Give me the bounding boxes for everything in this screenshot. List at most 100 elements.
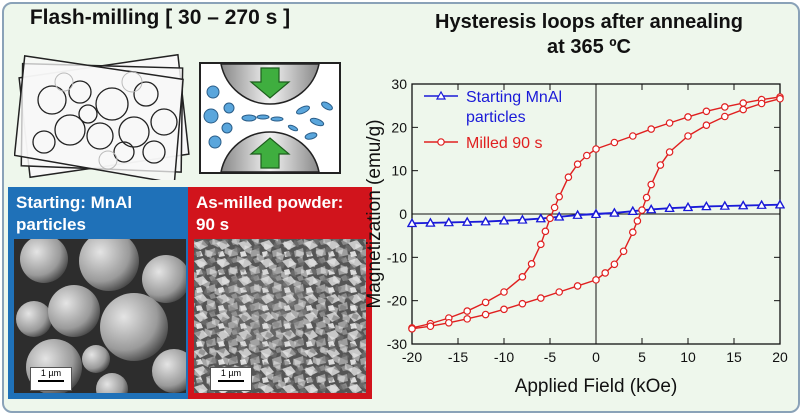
data-point [610,138,619,147]
data-point [702,121,711,129]
data-point [684,132,692,140]
data-point [609,207,620,217]
y-tick-label: -30 [387,336,407,352]
x-tick-label: 5 [638,349,646,365]
milling-rollers-illustration [199,62,341,174]
data-point [537,240,545,249]
data-point [720,103,729,111]
data-point [564,173,573,181]
y-tick-label: 30 [391,76,407,92]
series-milled [408,93,784,333]
data-point [739,99,748,107]
scale-bar-milled: 1 µm [210,367,252,391]
data-point [583,151,591,160]
data-point [572,210,583,219]
data-point [555,288,564,296]
data-point [619,247,628,256]
data-point [647,180,656,189]
data-point [550,203,559,212]
data-point [462,217,473,226]
data-point [443,217,454,227]
data-point [628,228,637,237]
x-tick-label: -10 [494,349,514,365]
chart-title: Hysteresis loops after annealing at 365 … [435,11,743,58]
data-point [463,315,472,323]
data-point [610,260,619,269]
x-tick-label: 15 [726,349,742,365]
data-point [739,105,748,114]
starting-label: Starting: MnAl particles [16,193,133,234]
data-point [425,217,436,227]
legend-label: Starting MnAl particles [466,89,562,126]
y-tick-label: 10 [391,163,407,179]
data-point [573,282,582,290]
data-point [665,119,674,127]
data-point [647,125,656,133]
x-tick-label: 10 [680,349,696,365]
data-point [481,310,490,319]
data-point [573,160,582,168]
data-point [590,209,602,219]
data-point [541,227,550,236]
data-point [701,201,712,211]
data-point [627,206,638,215]
data-point [633,217,642,225]
scale-bar-starting: 1 µm [30,367,72,391]
data-point [500,288,508,296]
data-point [517,214,528,224]
data-point [756,200,767,209]
data-point [437,138,445,146]
data-point [592,145,600,153]
x-tick-label: -15 [448,349,468,365]
data-point [646,204,657,214]
x-tick-label: -5 [544,349,557,365]
data-point [776,94,784,103]
milled-powder-micrograph [194,239,366,393]
scale-bar-label: 1 µm [220,368,242,378]
data-point [638,206,646,214]
data-point [445,318,453,327]
data-point [774,199,786,209]
data-point [463,307,472,315]
data-point [719,200,730,210]
data-point [592,276,600,284]
milled-powder-box: As-milled powder: 90 s 1 µm [188,187,372,399]
particle-sheets-illustration [14,53,190,180]
x-axis-label: Applied Field (kOe) [515,376,678,397]
data-point [628,132,637,140]
data-point [435,90,447,100]
data-point [738,200,749,210]
data-point [554,211,565,221]
milled-label: As-milled powder: 90 s [196,193,344,234]
x-tick-label: 0 [592,349,600,365]
data-point [535,213,546,223]
data-point [480,216,491,226]
data-point [500,305,508,314]
y-tick-label: 0 [399,206,407,222]
x-tick-label: 20 [772,349,788,365]
starting-particles-box: Starting: MnAl particles 1 µm [8,187,192,399]
data-point [665,148,674,156]
data-point [555,192,564,201]
data-point [537,294,545,302]
data-point [498,215,510,225]
data-point [656,161,665,169]
series-starting [406,199,786,228]
y-tick-label: -20 [387,293,407,309]
data-point [682,202,694,212]
data-point [702,107,711,116]
y-tick-label: 20 [391,119,407,135]
data-point [481,298,490,307]
data-point [426,322,435,331]
y-tick-label: -10 [387,249,407,265]
data-point [642,193,651,202]
legend-label: Milled 90 s [466,135,542,152]
data-point [546,214,554,223]
data-point [406,218,418,228]
x-tick-label: -20 [402,349,422,365]
data-point [518,299,527,308]
data-point [518,273,527,281]
hysteresis-chart: -20 -15 -10 -5 0 5 10 15 20-30-20-100102030Appli… [366,76,788,397]
data-point [757,99,766,108]
